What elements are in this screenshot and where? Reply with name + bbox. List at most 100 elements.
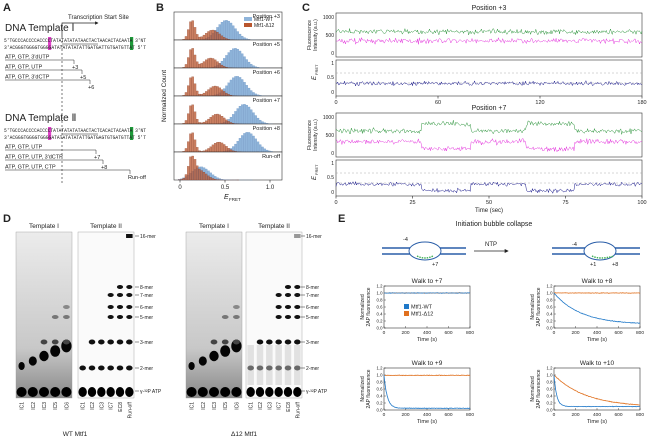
x-tick-label: 400 xyxy=(593,412,601,418)
histogram-bar xyxy=(259,144,262,153)
condition: ATP, GTP, UTP xyxy=(5,65,43,71)
gel-band xyxy=(126,339,133,345)
histogram-bar xyxy=(196,34,199,41)
marker-label: 3-mer xyxy=(306,340,319,346)
panel-label: A xyxy=(3,2,11,14)
histogram-bar xyxy=(189,49,192,69)
histogram-bar xyxy=(182,178,185,181)
gel-smear xyxy=(266,345,273,385)
axis-label: Time (s) xyxy=(417,337,437,343)
y-tick-label: 0.8 xyxy=(377,298,384,303)
stop-position: +3 xyxy=(72,65,78,71)
axis-label: 2AP fluorescence xyxy=(536,287,542,326)
histogram-bar xyxy=(184,148,188,153)
x-tick-label: 200 xyxy=(401,412,409,418)
gel-smear xyxy=(284,345,292,385)
histogram-bar xyxy=(198,168,201,181)
histogram-bar xyxy=(207,58,210,69)
gel-band xyxy=(294,293,301,297)
legend-swatch xyxy=(244,17,252,21)
histogram-bar xyxy=(229,22,233,41)
gel-band xyxy=(39,350,49,362)
histogram-bar xyxy=(236,141,239,153)
legend-label: Mtf1-WT xyxy=(411,305,433,311)
x-tick-label: 25 xyxy=(409,200,415,206)
x-tick-label: 50 xyxy=(486,200,492,206)
histogram-bar xyxy=(200,63,203,69)
lane-label: IC6 xyxy=(64,402,70,410)
gel-band xyxy=(28,356,37,366)
marker-label: γ-³²P ATP xyxy=(140,389,162,395)
x-tick-label: 60 xyxy=(435,100,441,106)
gel-band xyxy=(63,315,70,319)
gel-band xyxy=(88,339,96,345)
gel-band xyxy=(294,315,301,319)
y-tick-label: 1000 xyxy=(323,15,334,21)
gel-band xyxy=(126,285,133,289)
histogram-bar xyxy=(187,166,190,181)
kinetic-trace xyxy=(553,374,641,406)
marker-label: γ-³²P ATP xyxy=(306,389,328,395)
histogram-bar xyxy=(189,133,192,153)
gel-band xyxy=(188,362,195,370)
axis-label: Time (s) xyxy=(587,337,607,343)
gel-band xyxy=(107,365,114,371)
histogram-bar xyxy=(238,50,242,69)
histogram-bar xyxy=(200,170,203,181)
histogram-bar xyxy=(196,119,199,125)
histogram-bar xyxy=(250,133,253,153)
marker-label: 16-mer xyxy=(140,234,156,240)
histogram-bar xyxy=(207,31,210,41)
site-mark: -4 xyxy=(572,242,577,248)
lane-label: EC8 xyxy=(286,402,292,412)
trace-title: Position +7 xyxy=(472,105,507,112)
histogram-bar xyxy=(234,28,237,41)
condition: ATP, GTP, 3'dCTP xyxy=(5,75,50,81)
histogram-bar xyxy=(245,59,248,69)
plot-title: Walk to +10 xyxy=(580,360,615,367)
axis-label: 2AP fluorescence xyxy=(366,287,372,326)
axis-label: Normalized Count xyxy=(161,70,168,122)
gel-band xyxy=(284,315,292,319)
panel-title: Initiation bubble collapse xyxy=(456,221,533,228)
gel-band xyxy=(246,387,255,397)
x-tick-label: 0 xyxy=(334,100,337,106)
gel-band xyxy=(107,339,114,345)
caption: Δ12 Mtf1 xyxy=(231,431,257,438)
gel-band xyxy=(283,387,293,397)
histogram-bar xyxy=(202,61,206,69)
x-tick-label: 1.0 xyxy=(266,185,275,191)
plot-frame xyxy=(383,367,471,411)
caption: WT Mtf1 xyxy=(63,431,88,438)
x-tick-label: 600 xyxy=(614,412,622,418)
row-label: Position +5 xyxy=(253,42,280,48)
legend-swatch xyxy=(404,311,409,316)
highlight xyxy=(48,37,52,50)
histogram-bar xyxy=(220,64,224,69)
histogram-bar xyxy=(256,141,260,153)
gel-band xyxy=(221,339,229,345)
histogram-bar xyxy=(200,36,203,41)
axis-label: FRET xyxy=(314,164,319,175)
histogram-bar xyxy=(184,92,188,97)
gel-band xyxy=(255,387,265,397)
histogram-bar xyxy=(211,29,215,41)
histogram-bar xyxy=(227,52,230,69)
gel-band xyxy=(115,387,125,397)
stop-position: +7 xyxy=(94,155,100,161)
gel-band xyxy=(274,387,283,397)
y-tick-label: 1.0 xyxy=(547,373,554,378)
histogram-bar xyxy=(202,171,206,181)
row-label: Position +3 xyxy=(253,14,280,20)
highlight xyxy=(130,37,134,50)
histogram-bar xyxy=(252,112,255,125)
histogram-bar xyxy=(238,33,242,41)
kinetic-trace xyxy=(384,292,471,294)
histogram-bar xyxy=(214,30,217,41)
marker-label: 2-mer xyxy=(140,366,153,372)
histogram-bar xyxy=(193,111,197,125)
histogram-bar xyxy=(202,92,206,97)
histogram-bar xyxy=(227,148,230,153)
x-tick-label: 0 xyxy=(334,200,337,206)
sequence: 3'ACGGGTGGGGTGGGGATATATATATATTGATGAGTGTG… xyxy=(4,135,146,141)
